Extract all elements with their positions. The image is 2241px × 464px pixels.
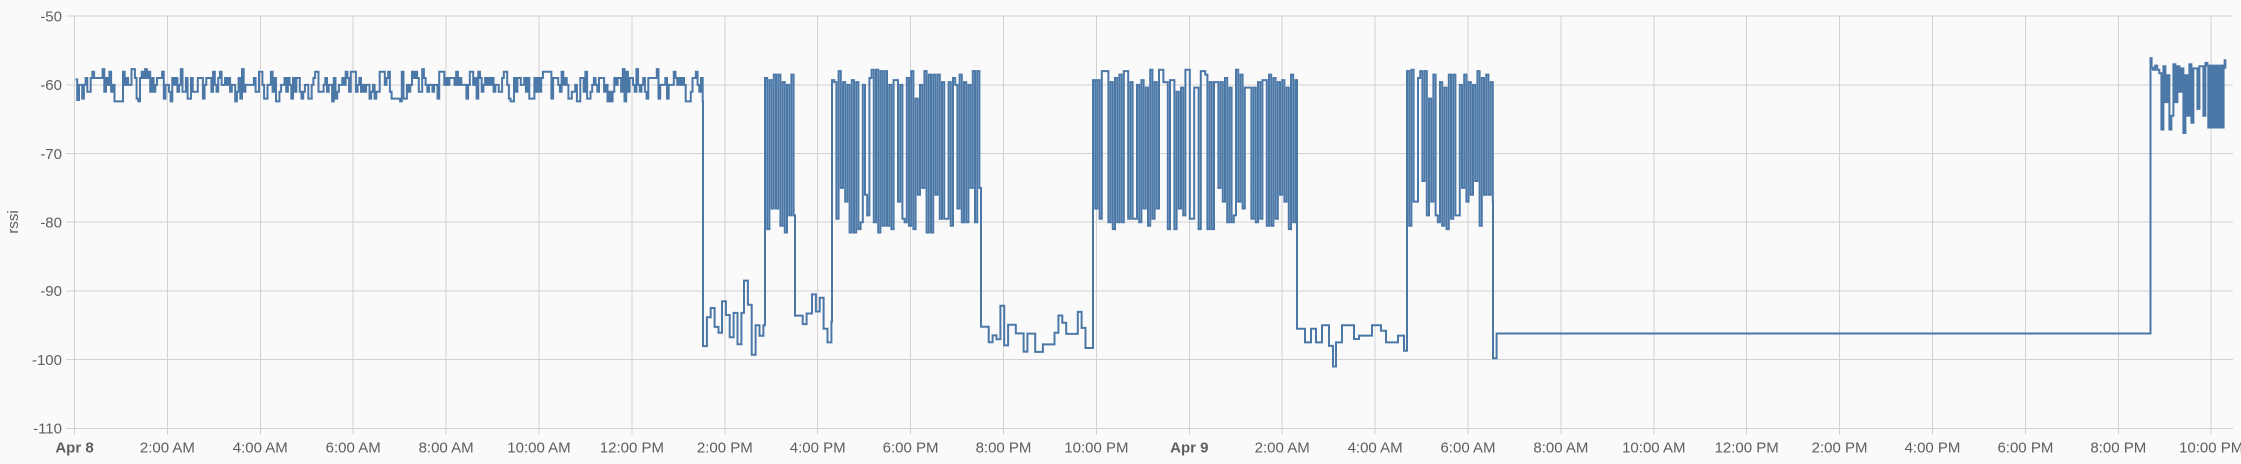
svg-text:2:00 AM: 2:00 AM — [140, 440, 195, 457]
svg-text:6:00 PM: 6:00 PM — [883, 440, 939, 457]
svg-text:6:00 AM: 6:00 AM — [326, 440, 381, 457]
svg-text:10:00 PM: 10:00 PM — [1064, 440, 1128, 457]
svg-text:-60: -60 — [40, 77, 62, 94]
svg-text:12:00 PM: 12:00 PM — [600, 440, 664, 457]
svg-text:8:00 PM: 8:00 PM — [976, 440, 1032, 457]
svg-text:8:00 AM: 8:00 AM — [1533, 440, 1588, 457]
svg-text:-110: -110 — [33, 421, 62, 438]
svg-text:-70: -70 — [40, 146, 62, 163]
svg-text:4:00 PM: 4:00 PM — [1905, 440, 1961, 457]
svg-text:10:00 AM: 10:00 AM — [507, 440, 570, 457]
svg-text:Apr 8: Apr 8 — [55, 440, 93, 457]
svg-text:10:00 PM: 10:00 PM — [2179, 440, 2241, 457]
svg-text:2:00 AM: 2:00 AM — [1255, 440, 1310, 457]
svg-text:2:00 PM: 2:00 PM — [697, 440, 753, 457]
svg-text:-50: -50 — [40, 8, 62, 25]
svg-text:4:00 AM: 4:00 AM — [1348, 440, 1403, 457]
svg-text:-80: -80 — [40, 214, 62, 231]
svg-text:6:00 PM: 6:00 PM — [1997, 440, 2053, 457]
svg-text:6:00 AM: 6:00 AM — [1440, 440, 1495, 457]
svg-text:-90: -90 — [40, 283, 62, 300]
svg-text:12:00 PM: 12:00 PM — [1715, 440, 1779, 457]
svg-text:4:00 AM: 4:00 AM — [233, 440, 288, 457]
svg-text:-100: -100 — [32, 352, 62, 369]
svg-text:rssi: rssi — [5, 210, 22, 233]
svg-text:2:00 PM: 2:00 PM — [1812, 440, 1868, 457]
svg-text:10:00 AM: 10:00 AM — [1622, 440, 1685, 457]
svg-text:8:00 PM: 8:00 PM — [2090, 440, 2146, 457]
svg-text:Apr 9: Apr 9 — [1170, 440, 1208, 457]
svg-text:4:00 PM: 4:00 PM — [790, 440, 846, 457]
svg-text:8:00 AM: 8:00 AM — [419, 440, 474, 457]
